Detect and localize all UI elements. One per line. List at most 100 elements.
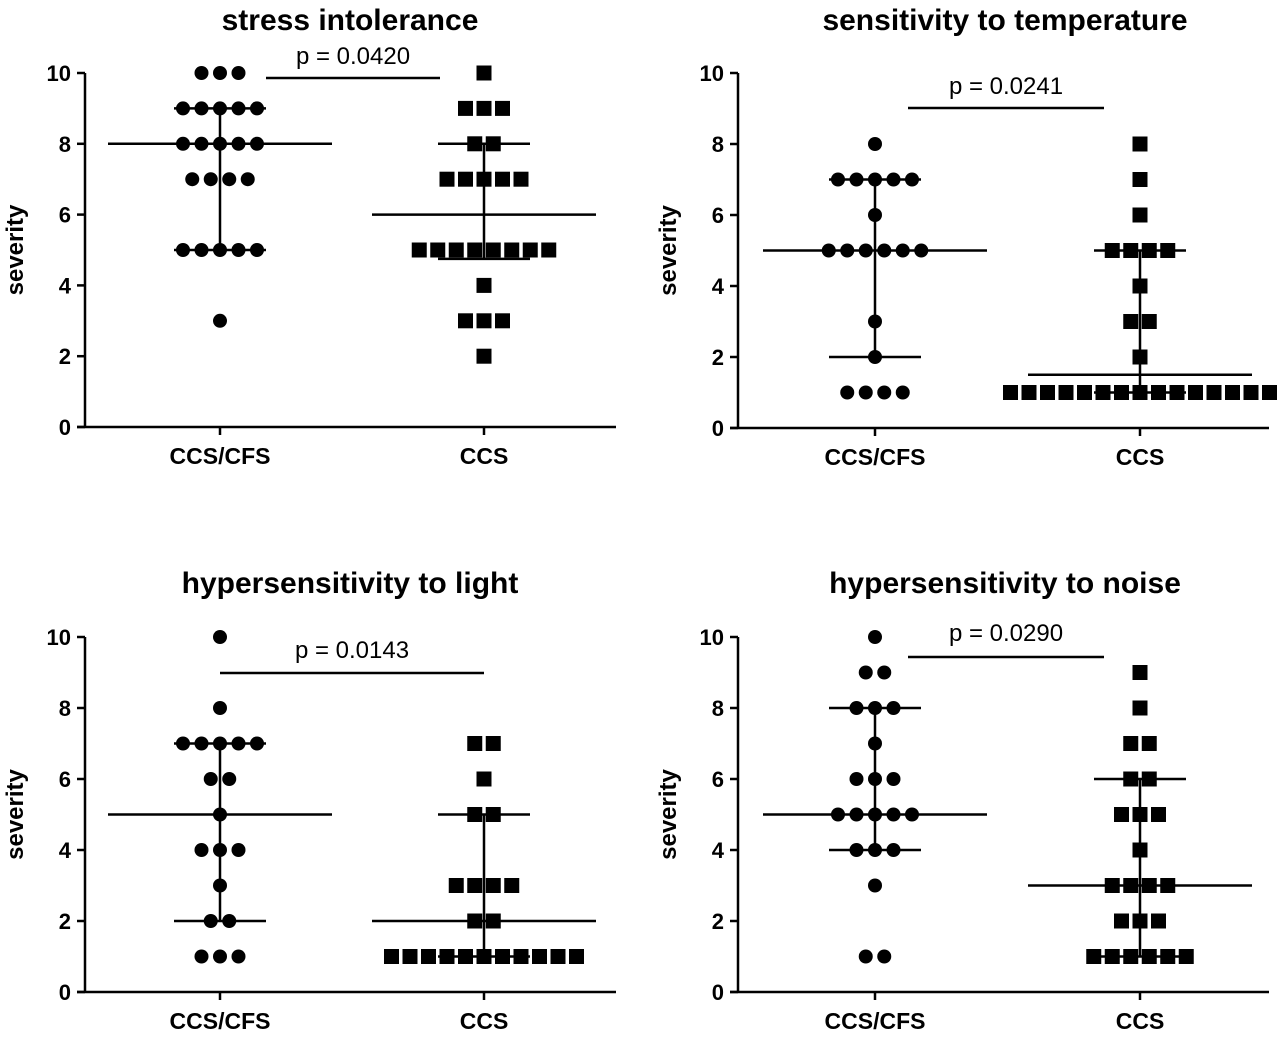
y-tick-label: 0 [712,980,724,1005]
data-point [1114,807,1129,822]
data-point [858,949,873,964]
chart-title: hypersensitivity to light [182,567,519,600]
data-point [448,878,464,893]
data-point [858,385,873,400]
x-category-label: CCS [1116,1008,1165,1034]
data-point [868,630,882,644]
y-axis-label: severity [655,204,682,295]
p-value-annotation: p = 0.0290 [949,620,1063,647]
data-point [1132,172,1148,187]
data-point [448,242,464,258]
data-point [222,172,237,187]
data-point [495,313,510,329]
data-point [877,949,892,964]
data-point [1132,665,1148,680]
y-tick-label: 6 [59,767,71,792]
data-point [439,171,455,187]
data-point [1243,385,1259,400]
chart-panel: hypersensitivity to noise severity 0 2 4 6 8 10… [655,567,1269,1034]
data-point [476,100,492,116]
data-point [421,949,436,964]
p-value-annotation: p = 0.0241 [949,73,1063,100]
data-point [1058,385,1074,400]
data-point [840,385,855,400]
data-point [532,949,547,964]
y-axis-label: severity [2,768,29,859]
y-tick-label: 4 [59,273,72,298]
data-point [203,172,218,187]
y-axis-label: severity [655,768,682,859]
data-point [1123,314,1139,329]
data-point [231,66,246,80]
data-point [858,665,873,680]
chart-title: stress intolerance [222,4,479,37]
x-category-label: CCS [460,443,509,469]
data-point [877,385,892,400]
data-point [1077,385,1092,400]
data-point [504,242,520,258]
chart-panel: sensitivity to temperature severity 0 2 4 6 8 1… [655,4,1277,470]
data-point [458,100,473,116]
data-point [886,772,901,786]
y-tick-label: 6 [712,203,724,228]
data-point [1086,949,1102,964]
data-point [231,843,246,857]
data-point [1225,385,1240,400]
y-tick-label: 6 [712,767,724,792]
y-tick-label: 2 [712,345,724,370]
data-point [495,171,510,187]
data-point [550,949,566,964]
data-point [1178,949,1194,964]
p-value-annotation: p = 0.0420 [296,43,410,70]
data-point [1114,913,1129,929]
data-point [868,137,882,151]
data-point [476,313,492,329]
y-tick-label: 8 [712,132,724,157]
data-point [476,65,492,81]
data-point [411,242,427,258]
data-point [513,171,529,187]
y-tick-label: 4 [712,838,725,863]
data-point [240,172,255,187]
p-value-annotation: p = 0.0143 [295,637,409,664]
data-point [541,242,557,258]
data-point [213,313,227,328]
chart-title: hypersensitivity to noise [829,567,1181,600]
data-point [213,630,227,644]
data-point [569,949,584,964]
data-point [1021,385,1037,400]
data-point [402,949,418,964]
data-point [213,949,227,964]
y-tick-label: 0 [59,980,71,1005]
data-point [194,843,209,857]
x-category-label: CCS/CFS [170,443,271,469]
data-point [1141,736,1157,751]
data-point [467,242,483,258]
x-category-label: CCS/CFS [170,1008,271,1034]
data-point [1040,385,1055,400]
y-tick-label: 8 [712,696,724,721]
data-point [1003,385,1018,400]
data-point [458,313,473,329]
y-tick-label: 10 [47,61,71,86]
data-point [476,277,492,293]
data-point [849,772,864,786]
chart-panel: stress intolerance severity 0 2 4 6 8 10 CCS/CFS… [2,4,616,469]
y-tick-label: 10 [700,61,724,86]
y-tick-label: 8 [59,132,71,157]
y-tick-label: 6 [59,203,71,228]
chart-panel: hypersensitivity to light severity 0 2 4 6 8 10… [2,567,616,1034]
data-point [213,66,227,80]
data-point [1132,136,1148,152]
x-category-label: CCS [460,1008,509,1034]
y-tick-label: 2 [59,909,71,934]
x-category-label: CCS/CFS [825,444,926,470]
data-point [458,171,473,187]
y-tick-label: 2 [59,344,71,369]
data-point [185,172,200,187]
y-tick-label: 8 [59,696,71,721]
x-category-label: CCS [1116,444,1165,470]
data-point [476,771,492,787]
data-point [495,100,510,116]
data-point [384,949,399,964]
